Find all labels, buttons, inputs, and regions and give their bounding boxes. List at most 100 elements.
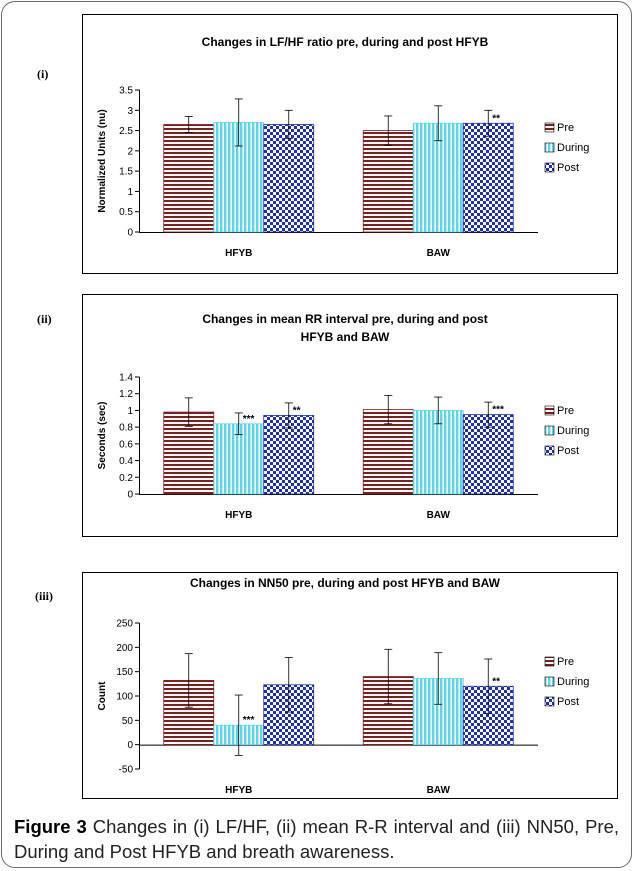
legend-label-post: Post xyxy=(557,162,579,174)
error-bar xyxy=(384,648,393,705)
x-category-label: HFYB xyxy=(225,785,252,796)
y-tick-label: 0.2 xyxy=(119,473,133,484)
chart-title: HFYB and BAW xyxy=(301,330,390,344)
chart-title: Changes in NN50 pre, during and post HFY… xyxy=(190,576,501,590)
error-bar xyxy=(434,396,443,425)
y-axis-label: Seconds (sec) xyxy=(97,402,108,470)
y-tick-label: 1.2 xyxy=(119,389,133,400)
legend-label-post: Post xyxy=(557,445,579,457)
error-bar xyxy=(434,652,443,705)
panel-tag: (iii) xyxy=(35,589,53,603)
error-bar xyxy=(184,653,193,708)
significance-marker: ** xyxy=(293,405,301,416)
legend-label-pre: Pre xyxy=(557,656,574,668)
caption-text: Changes in (i) LF/HF, (ii) mean R-R inte… xyxy=(14,816,619,862)
significance-marker: *** xyxy=(492,405,504,416)
legend-swatch-during xyxy=(544,142,555,153)
y-tick-label: 0.6 xyxy=(119,439,133,450)
x-category-label: BAW xyxy=(427,785,451,796)
error-bar xyxy=(384,115,393,146)
error-bar xyxy=(234,98,243,147)
y-tick-label: 0.4 xyxy=(119,456,133,467)
x-category-label: BAW xyxy=(427,510,451,521)
legend-label-during: During xyxy=(557,425,589,437)
error-bar xyxy=(484,401,493,428)
y-tick-label: 1 xyxy=(127,406,133,417)
y-axis-label: Normalized Units (nu) xyxy=(97,109,108,212)
bar-post-baw xyxy=(462,414,514,495)
y-tick-label: 3.5 xyxy=(119,86,133,97)
y-tick-label: 0.8 xyxy=(119,423,133,434)
significance-marker: ** xyxy=(492,113,500,124)
figure-caption: Figure 3 Changes in (i) LF/HF, (ii) mean… xyxy=(14,814,619,864)
significance-marker: *** xyxy=(243,414,255,425)
chart-title: Changes in mean RR interval pre, during … xyxy=(202,312,487,326)
bar-pre-baw xyxy=(362,130,414,233)
y-axis-label: Count xyxy=(97,681,108,711)
y-tick-label: 0 xyxy=(127,228,133,239)
y-tick-label: 150 xyxy=(116,667,133,678)
legend-label-during: During xyxy=(557,142,589,154)
error-bar xyxy=(234,412,243,436)
chart-panel-3: (iii) Changes in NN50 pre, during and pos… xyxy=(35,572,618,799)
x-category-label: HFYB xyxy=(225,248,252,259)
error-bar xyxy=(284,402,293,429)
legend-label-post: Post xyxy=(557,696,579,708)
legend-label-pre: Pre xyxy=(557,122,574,134)
chart-panel-2: (ii) Changes in mean RR interval pre, dur… xyxy=(37,294,618,537)
error-bar xyxy=(284,657,293,713)
error-bar xyxy=(484,109,493,137)
error-bar xyxy=(384,394,393,425)
y-tick-label: 0 xyxy=(127,490,133,501)
y-tick-label: 1.5 xyxy=(119,167,133,178)
y-tick-label: 200 xyxy=(116,643,133,654)
error-bar xyxy=(184,115,193,134)
legend-swatch-post xyxy=(544,162,555,173)
error-bar xyxy=(434,105,443,142)
charts-canvas: (i) Changes in LF/HF ratio pre, during an… xyxy=(35,14,618,799)
bar-group-hfyb: ***** xyxy=(163,397,315,495)
y-tick-label: 250 xyxy=(116,619,133,630)
x-category-label: BAW xyxy=(427,248,451,259)
error-bar xyxy=(284,109,293,140)
bar-group-baw: ** xyxy=(362,105,514,233)
legend-label-during: During xyxy=(557,676,589,688)
chart-border xyxy=(82,14,618,274)
legend-swatch-pre xyxy=(544,405,555,416)
bar-during-baw xyxy=(412,410,464,495)
bar-during-baw xyxy=(412,122,464,233)
legend-swatch-during xyxy=(544,676,555,687)
legend-label-pre: Pre xyxy=(557,405,574,417)
bar-pre-hfyb xyxy=(163,124,215,233)
y-tick-label: -50 xyxy=(119,765,134,776)
legend-swatch-post xyxy=(544,696,555,707)
error-bar xyxy=(184,397,193,427)
legend-swatch-pre xyxy=(544,656,555,667)
y-tick-label: 50 xyxy=(122,716,134,727)
error-bar xyxy=(484,658,493,714)
significance-marker: *** xyxy=(243,715,255,726)
legend: Pre During Post xyxy=(544,405,589,457)
x-category-label: HFYB xyxy=(225,510,252,521)
y-tick-label: 1.4 xyxy=(119,373,133,384)
bar-group-hfyb xyxy=(163,98,315,233)
y-tick-label: 2 xyxy=(127,146,133,157)
legend-swatch-during xyxy=(544,425,555,436)
chart-border xyxy=(82,572,618,799)
y-tick-label: 0 xyxy=(127,740,133,751)
panel-tag: (ii) xyxy=(37,312,52,326)
bar-group-baw: *** xyxy=(362,394,514,495)
error-bar xyxy=(234,694,243,756)
bar-group-hfyb: *** xyxy=(163,653,315,756)
bar-during-hfyb xyxy=(213,423,265,495)
y-tick-label: 100 xyxy=(116,692,133,703)
chart-title: Changes in LF/HF ratio pre, during and p… xyxy=(202,35,489,49)
legend: Pre During Post xyxy=(544,656,589,708)
chart-panel-1: (i) Changes in LF/HF ratio pre, during an… xyxy=(37,14,618,274)
panel-tag: (i) xyxy=(37,67,48,81)
bar-post-hfyb xyxy=(263,415,315,495)
y-tick-label: 3 xyxy=(127,106,133,117)
bar-post-baw xyxy=(462,122,514,233)
bar-post-hfyb xyxy=(263,124,315,233)
legend: Pre During Post xyxy=(544,122,589,174)
